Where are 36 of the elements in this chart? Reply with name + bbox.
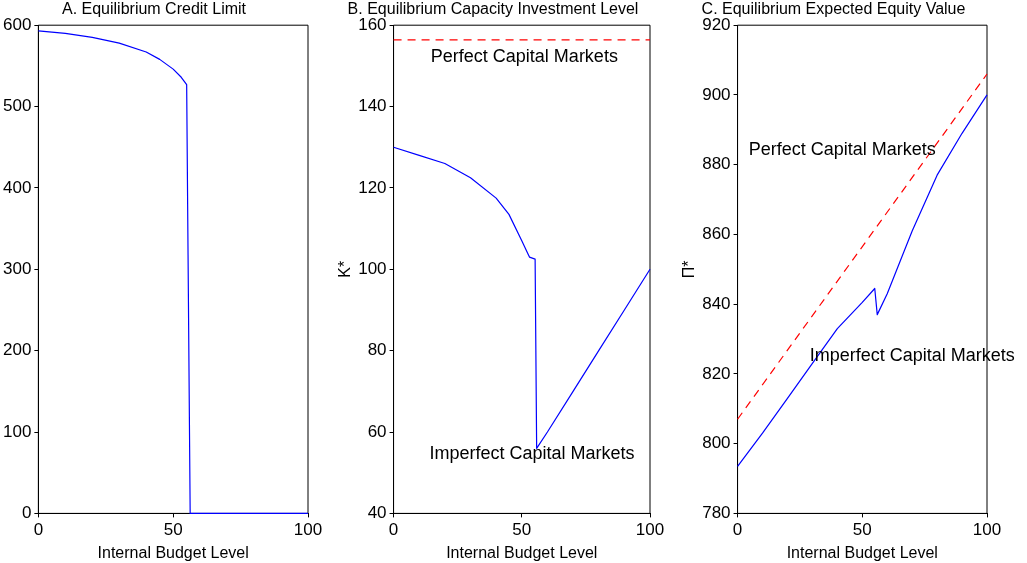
y-axis-title: K* [336, 260, 354, 278]
y-tick-label: 400 [2, 177, 32, 197]
x-tick-label: 100 [972, 520, 1002, 540]
series-label: Imperfect Capital Markets [429, 442, 635, 463]
chart-title: A. Equilibrium Credit Limit [61, 0, 247, 18]
y-tick-label: 500 [2, 96, 32, 116]
chart-title: B. Equilibrium Capacity Investment Level [347, 0, 639, 18]
y-tick-label: 780 [702, 503, 731, 523]
series-label: Perfect Capital Markets [748, 139, 936, 160]
y-axis-title: Π* [680, 260, 698, 279]
y-tick-label: 60 [367, 421, 387, 441]
y-tick-label: 100 [358, 258, 387, 278]
y-tick-label: 200 [2, 340, 32, 360]
x-tick-label: 100 [293, 520, 323, 540]
y-tick-label: 800 [702, 433, 731, 453]
y-tick-label: 140 [358, 96, 387, 116]
y-tick-label: 900 [702, 84, 731, 104]
x-axis-title: Internal Budget Level [786, 543, 938, 561]
x-tick-label: 100 [635, 520, 665, 540]
series-label: Perfect Capital Markets [430, 46, 618, 67]
x-axis-title: Internal Budget Level [446, 543, 598, 561]
y-tick-label: 860 [702, 224, 731, 244]
y-tick-label: 120 [358, 177, 387, 197]
x-tick-label: 50 [163, 520, 183, 540]
y-tick-label: 840 [702, 293, 731, 313]
y-tick-label: 300 [2, 258, 32, 278]
x-tick-label: 50 [512, 520, 532, 540]
y-tick-label: 600 [2, 14, 32, 34]
x-tick-label: 50 [852, 520, 872, 540]
y-tick-label: 80 [367, 340, 387, 360]
x-axis-title: Internal Budget Level [97, 543, 249, 561]
y-tick-label: 0 [21, 503, 32, 523]
y-tick-label: 40 [367, 503, 387, 523]
y-tick-label: 820 [702, 363, 731, 383]
y-tick-label: 100 [2, 421, 32, 441]
y-tick-label: 880 [702, 154, 731, 174]
